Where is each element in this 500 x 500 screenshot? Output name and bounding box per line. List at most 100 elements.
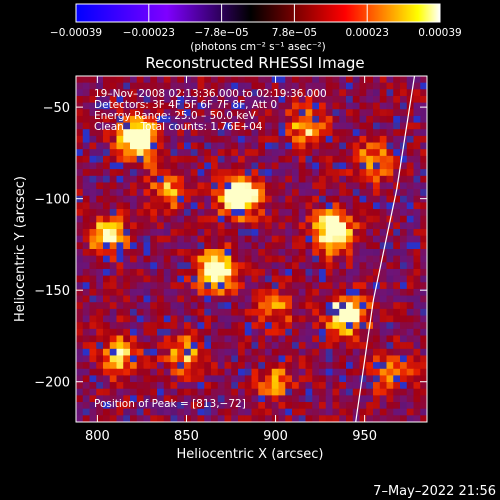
heatmap-cell [163,249,172,257]
heatmap-cell [224,362,232,370]
heatmap-cell [89,268,97,277]
heatmap-cell [103,288,111,297]
heatmap-cell [346,348,354,357]
heatmap-cell [123,169,131,177]
heatmap-cell [244,195,253,204]
heatmap-cell [346,408,354,416]
heatmap-cell [157,242,165,250]
heatmap-cell [292,295,300,303]
heatmap-cell [339,282,347,290]
heatmap-cell [379,102,388,110]
heatmap-cell [197,308,205,317]
heatmap-cell [393,375,401,383]
heatmap-cell [413,268,421,277]
heatmap-cell [163,162,172,170]
heatmap-cell [271,142,280,150]
heatmap-cell [366,169,374,177]
heatmap-cell [420,382,427,390]
heatmap-cell [204,135,212,144]
heatmap-cell [217,315,226,323]
heatmap-cell [251,375,259,383]
heatmap-cell [224,388,232,396]
heatmap-cell [231,328,239,337]
heatmap-cell [292,395,300,403]
heatmap-cell [103,149,111,157]
heatmap-cell [89,82,97,90]
heatmap-cell [130,189,138,197]
heatmap-cell [386,229,394,237]
heatmap-cell [231,282,239,290]
heatmap-cell [386,268,394,277]
heatmap-cell [211,149,219,157]
heatmap-cell [366,348,374,357]
heatmap-cell [339,308,347,317]
heatmap-cell [177,202,185,210]
heatmap-cell [406,222,415,230]
heatmap-cell [184,415,192,422]
heatmap-cell [319,89,327,97]
heatmap-cell [278,162,286,170]
heatmap-cell [305,388,313,396]
heatmap-cell [373,135,381,144]
heatmap-cell [312,202,320,210]
heatmap-cell [292,282,300,290]
heatmap-cell [170,129,178,137]
heatmap-cell [136,195,145,204]
heatmap-cell [285,102,293,110]
heatmap-cell [319,342,327,350]
heatmap-cell [285,175,293,184]
heatmap-cell [332,388,340,396]
heatmap-cell [109,262,118,270]
heatmap-cell [420,209,427,217]
heatmap-cell [123,262,131,270]
heatmap-cell [103,235,111,243]
heatmap-cell [312,209,320,217]
heatmap-cell [224,275,232,283]
heatmap-cell [305,255,313,263]
heatmap-cell [217,115,226,124]
heatmap-cell [292,342,300,350]
heatmap-cell [373,202,381,210]
heatmap-cell [332,109,340,117]
heatmap-cell [406,408,415,416]
heatmap-cell [420,169,427,177]
heatmap-cell [211,115,219,124]
heatmap-cell [96,202,104,210]
heatmap-cell [217,268,226,277]
heatmap-cell [400,235,408,243]
heatmap-cell [312,229,320,237]
heatmap-cell [285,76,293,84]
heatmap-cell [393,342,401,350]
heatmap-cell [292,382,300,390]
heatmap-cell [190,215,199,223]
heatmap-cell [177,395,185,403]
heatmap-cell [82,288,91,297]
heatmap-cell [231,115,239,124]
heatmap-cell [258,249,266,257]
heatmap-cell [400,82,408,90]
heatmap-cell [379,382,388,390]
heatmap-cell [339,115,347,124]
heatmap-cell [319,162,327,170]
heatmap-cell [116,402,124,410]
heatmap-cell [163,149,172,157]
heatmap-cell [366,76,374,84]
heatmap-cell [170,255,178,263]
heatmap-cell [76,362,84,370]
heatmap-cell [96,242,104,250]
heatmap-cell [278,242,286,250]
heatmap-cell [366,182,374,190]
heatmap-cell [406,175,415,184]
heatmap-cell [130,142,138,150]
heatmap-cell [352,335,361,343]
heatmap-cell [373,142,381,150]
heatmap-cell [109,76,118,84]
heatmap-cell [393,129,401,137]
heatmap-cell [96,255,104,263]
heatmap-cell [231,202,239,210]
heatmap-cell [190,242,199,250]
heatmap-cell [352,268,361,277]
heatmap-cell [190,295,199,303]
heatmap-cell [346,395,354,403]
heatmap-cell [379,288,388,297]
